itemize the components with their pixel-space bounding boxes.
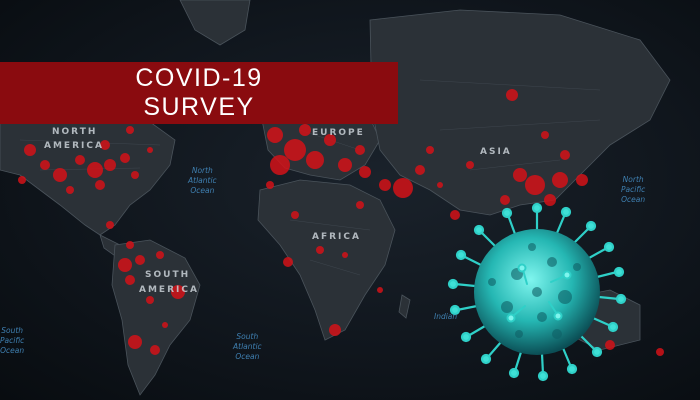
hotspot-marker bbox=[299, 124, 311, 136]
hotspot-marker bbox=[100, 140, 110, 150]
map-label-europe: EUROPE bbox=[312, 128, 365, 138]
hotspot-marker bbox=[541, 131, 549, 139]
hotspot-marker bbox=[342, 252, 348, 258]
hotspot-marker bbox=[291, 211, 299, 219]
hotspot-markers bbox=[18, 89, 664, 356]
hotspot-marker bbox=[338, 158, 352, 172]
hotspot-marker bbox=[306, 151, 324, 169]
hotspot-marker bbox=[379, 179, 391, 191]
ocean-label-north-atlantic: North Atlantic Ocean bbox=[188, 166, 217, 195]
hotspot-marker bbox=[24, 144, 36, 156]
hotspot-marker bbox=[329, 324, 341, 336]
hotspot-marker bbox=[66, 186, 74, 194]
hotspot-marker bbox=[126, 126, 134, 134]
hotspot-marker bbox=[656, 348, 664, 356]
hotspot-marker bbox=[316, 246, 324, 254]
ocean-label-north-pacific: North Pacific Ocean bbox=[621, 175, 646, 204]
map-label-asia: ASIA bbox=[480, 147, 512, 157]
hotspot-marker bbox=[95, 180, 105, 190]
hotspot-marker bbox=[466, 161, 474, 169]
africa-landmass bbox=[257, 179, 396, 341]
hotspot-marker bbox=[284, 139, 306, 161]
hotspot-marker bbox=[283, 257, 293, 267]
hotspot-marker bbox=[525, 175, 545, 195]
hotspot-marker bbox=[605, 340, 615, 350]
hotspot-marker bbox=[87, 162, 103, 178]
hotspot-marker bbox=[560, 150, 570, 160]
banner-title-line-2: SURVEY bbox=[143, 93, 255, 121]
map-label-south-america-2: AMERICA bbox=[139, 285, 199, 295]
hotspot-marker bbox=[104, 159, 116, 171]
hotspot-marker bbox=[415, 165, 425, 175]
hotspot-marker bbox=[147, 147, 153, 153]
hotspot-marker bbox=[500, 195, 510, 205]
madagascar-landmass bbox=[398, 294, 411, 319]
hotspot-marker bbox=[356, 201, 364, 209]
hotspot-marker bbox=[324, 134, 336, 146]
hotspot-marker bbox=[40, 160, 50, 170]
hotspot-marker bbox=[552, 172, 568, 188]
greenland-landmass bbox=[179, 0, 251, 46]
hotspot-marker bbox=[266, 181, 274, 189]
hotspot-marker bbox=[171, 285, 185, 299]
hotspot-marker bbox=[267, 127, 283, 143]
hotspot-marker bbox=[135, 255, 145, 265]
hotspot-marker bbox=[126, 241, 134, 249]
ocean-label-indian: Indian bbox=[434, 312, 458, 321]
hotspot-marker bbox=[576, 174, 588, 186]
hotspot-marker bbox=[131, 171, 139, 179]
hotspot-marker bbox=[125, 275, 135, 285]
hotspot-marker bbox=[426, 146, 434, 154]
hotspot-marker bbox=[270, 155, 290, 175]
hotspot-marker bbox=[53, 168, 67, 182]
hotspot-marker bbox=[506, 89, 518, 101]
hotspot-marker bbox=[377, 287, 383, 293]
hotspot-marker bbox=[106, 221, 114, 229]
ocean-label-south-pacific: South Pacific Ocean bbox=[0, 326, 25, 355]
hotspot-marker bbox=[450, 210, 460, 220]
map-label-africa: AFRICA bbox=[312, 232, 361, 242]
hotspot-marker bbox=[393, 178, 413, 198]
hotspot-marker bbox=[75, 155, 85, 165]
map-label-south-america: SOUTH bbox=[145, 270, 191, 280]
hotspot-marker bbox=[18, 176, 26, 184]
hotspot-marker bbox=[355, 145, 365, 155]
hotspot-marker bbox=[513, 168, 527, 182]
hotspot-marker bbox=[437, 182, 443, 188]
hotspot-marker bbox=[162, 322, 168, 328]
banner-title-line-1: COVID-19 bbox=[135, 64, 263, 92]
ocean-label-south-atlantic: South Atlantic Ocean bbox=[233, 332, 262, 361]
hotspot-marker bbox=[128, 335, 142, 349]
title-banner: COVID-19 SURVEY bbox=[0, 62, 398, 124]
hotspot-marker bbox=[146, 296, 154, 304]
hotspot-marker bbox=[544, 194, 556, 206]
hotspot-marker bbox=[156, 251, 164, 259]
virus-particle-icon bbox=[447, 202, 627, 382]
hotspot-marker bbox=[150, 345, 160, 355]
map-label-north-america: NORTH bbox=[52, 127, 98, 137]
map-label-north-america-2: AMERICA bbox=[44, 141, 104, 151]
hotspot-marker bbox=[359, 166, 371, 178]
hotspot-marker bbox=[120, 153, 130, 163]
hotspot-marker bbox=[118, 258, 132, 272]
